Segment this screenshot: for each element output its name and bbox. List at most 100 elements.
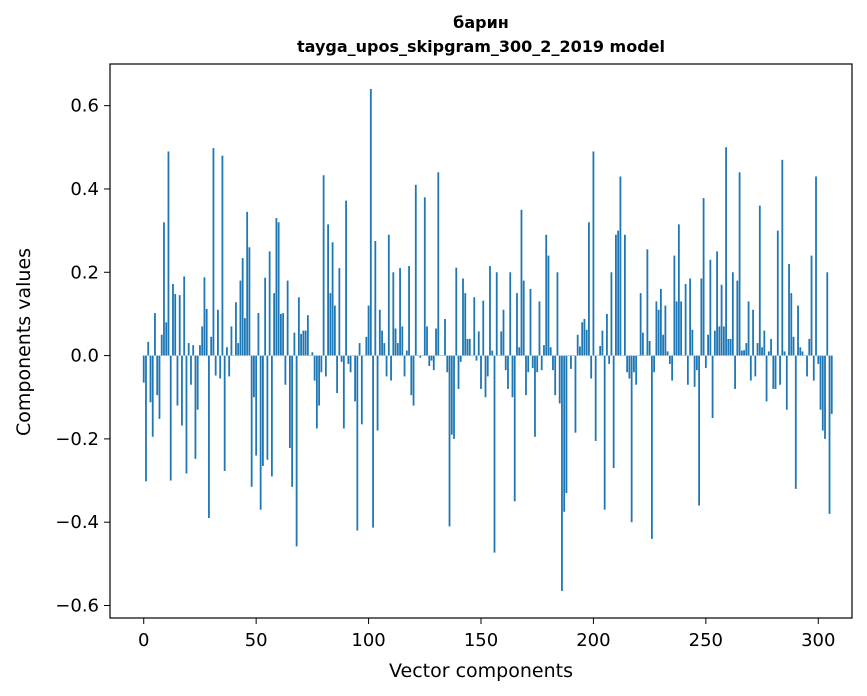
bar bbox=[617, 230, 620, 356]
bar bbox=[677, 224, 680, 356]
bar bbox=[628, 355, 631, 379]
bar bbox=[288, 355, 291, 449]
chart-title: барин bbox=[453, 13, 509, 32]
bar bbox=[558, 355, 561, 404]
bar bbox=[540, 355, 543, 371]
bar bbox=[394, 328, 397, 356]
bar bbox=[693, 355, 696, 387]
bar bbox=[302, 330, 305, 356]
bar bbox=[516, 293, 518, 356]
bar bbox=[172, 283, 174, 356]
bar bbox=[664, 305, 667, 356]
bar bbox=[466, 338, 469, 356]
bar bbox=[390, 355, 392, 381]
bar bbox=[792, 336, 795, 356]
bar bbox=[248, 247, 251, 356]
bar bbox=[511, 355, 514, 398]
bar bbox=[718, 326, 721, 356]
bar bbox=[329, 293, 332, 356]
bar bbox=[565, 355, 568, 494]
bar bbox=[817, 355, 820, 364]
bar bbox=[740, 350, 743, 356]
bar bbox=[349, 355, 352, 373]
bar bbox=[154, 313, 156, 356]
bar bbox=[230, 326, 233, 356]
bar bbox=[588, 222, 590, 356]
bar bbox=[666, 351, 669, 356]
x-tick-label: 300 bbox=[801, 630, 835, 651]
bar bbox=[322, 175, 325, 356]
bar bbox=[525, 355, 527, 396]
bar bbox=[772, 355, 775, 389]
bar bbox=[291, 355, 294, 487]
bar bbox=[145, 355, 147, 482]
bar bbox=[668, 355, 671, 364]
bar bbox=[284, 355, 287, 385]
bar bbox=[365, 336, 368, 356]
bar bbox=[828, 355, 831, 514]
bar bbox=[331, 242, 334, 356]
bar bbox=[327, 224, 329, 356]
bar bbox=[205, 308, 208, 356]
bar bbox=[336, 355, 338, 394]
bar bbox=[671, 355, 674, 381]
y-tick-label: −0.2 bbox=[55, 429, 99, 450]
bar-series bbox=[142, 88, 833, 591]
bar bbox=[704, 355, 707, 369]
bar bbox=[722, 326, 725, 356]
x-tick-label: 250 bbox=[689, 630, 723, 651]
bar bbox=[738, 172, 741, 356]
bar bbox=[684, 283, 687, 356]
bar bbox=[453, 355, 455, 439]
bar bbox=[354, 355, 356, 402]
bar bbox=[594, 355, 597, 441]
bar bbox=[507, 355, 509, 389]
bar bbox=[437, 172, 440, 356]
chart-subtitle: tayga_upos_skipgram_300_2_2019 model bbox=[297, 37, 665, 56]
bar bbox=[192, 345, 195, 356]
bar bbox=[151, 355, 154, 437]
bar bbox=[529, 288, 532, 356]
y-axis-ticks: −0.6 −0.4 −0.2 0.0 0.2 0.4 0.6 bbox=[55, 96, 110, 617]
bar bbox=[383, 343, 386, 356]
bar bbox=[691, 329, 694, 356]
bar bbox=[196, 355, 199, 410]
bar bbox=[244, 318, 246, 356]
bar bbox=[286, 280, 289, 356]
bar bbox=[356, 355, 359, 531]
bar bbox=[601, 330, 604, 356]
bar bbox=[504, 355, 507, 371]
bar bbox=[590, 355, 593, 379]
bar bbox=[641, 332, 644, 356]
bar bbox=[239, 280, 242, 356]
bar bbox=[779, 355, 781, 385]
y-tick-label: −0.6 bbox=[55, 596, 99, 617]
bar bbox=[646, 249, 649, 356]
bar bbox=[203, 277, 206, 356]
bar bbox=[378, 309, 381, 356]
bar bbox=[223, 355, 226, 471]
bar bbox=[707, 334, 709, 356]
bar bbox=[324, 355, 327, 377]
bar bbox=[468, 338, 471, 356]
bar bbox=[306, 315, 309, 356]
bar bbox=[799, 347, 802, 356]
bar bbox=[709, 259, 712, 356]
y-tick-label: 0.4 bbox=[70, 179, 99, 200]
bar bbox=[619, 176, 622, 356]
bar bbox=[455, 267, 458, 356]
bar bbox=[736, 280, 739, 356]
bar bbox=[612, 355, 615, 469]
bar bbox=[797, 305, 799, 356]
bar bbox=[282, 313, 285, 356]
bar bbox=[270, 355, 273, 477]
bar bbox=[801, 351, 804, 356]
bar bbox=[419, 355, 422, 358]
bar bbox=[731, 272, 734, 356]
bar bbox=[650, 355, 653, 539]
bar bbox=[426, 326, 428, 356]
bar bbox=[522, 280, 525, 356]
y-tick-label: −0.4 bbox=[55, 512, 99, 533]
bar bbox=[275, 218, 278, 356]
